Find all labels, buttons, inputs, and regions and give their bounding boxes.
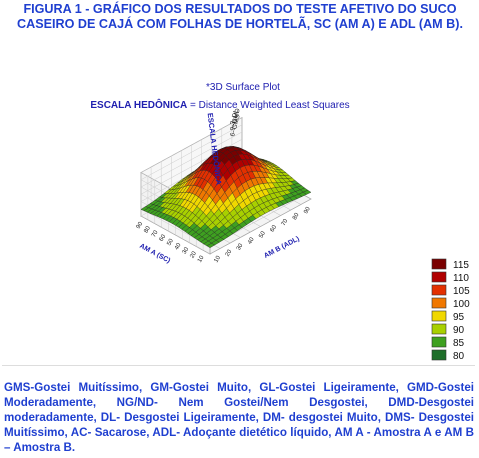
legend-label: 95 [453,312,465,323]
surface-cell [206,242,215,249]
z-tick-label: 3- DL [229,108,240,126]
x-tick-label: 20 [225,248,234,257]
x-tick-label: 90 [303,206,312,215]
legend-label: 80 [453,351,465,362]
legend-swatch [431,271,447,283]
chart-title: *3D Surface Plot [206,82,280,93]
legend-swatch [431,310,447,322]
legend-label: 115 [453,260,469,271]
y-tick-label: 90 [136,221,145,230]
legend-label: 105 [453,286,470,297]
y-tick-label: 80 [143,225,152,234]
legend-swatch [431,323,447,335]
x-tick-label: 70 [281,218,290,227]
legend-swatch [431,258,447,270]
y-tick-label: 40 [174,242,183,251]
legend-label: 85 [453,338,465,349]
x-tick-label: 60 [270,224,279,233]
x-axis-label: AM B (ADL) [263,235,301,259]
chart-subtitle-bold: ESCALA HEDÔNICA [90,98,187,111]
surface-mesh [140,146,312,249]
legend-swatch [431,336,447,348]
surface-plot-panel: *3D Surface Plot ESCALA HEDÔNICA = Dista… [2,56,475,366]
surface-plot-svg: *3D Surface Plot ESCALA HEDÔNICA = Dista… [90,82,470,362]
legend-swatch [431,284,447,296]
figure-caption-bottom: GMS-Gostei Muitíssimo, GM-Gostei Muito, … [4,381,474,454]
y-tick-label: 10 [197,254,206,263]
legend-label: 90 [453,325,465,336]
x-tick-label: 50 [258,230,267,239]
legend-swatch [431,297,447,309]
x-tick-label: 10 [213,254,222,263]
legend-label: 110 [453,273,469,284]
color-legend: 115 110 105 100 95 90 85 80 [431,258,470,362]
x-tick-label: 30 [236,242,245,251]
y-axis-label: AM A (SC) [138,243,171,265]
legend-label: 100 [453,299,470,310]
figure-caption-top: FIGURA 1 - GRÁFICO DOS RESULTADOS DO TES… [17,2,463,31]
y-tick-label: 20 [189,250,198,259]
y-tick-label: 30 [182,246,191,255]
y-tick-label: 70 [151,229,160,238]
legend-swatch [431,349,447,361]
chart-subtitle: ESCALA HEDÔNICA = Distance Weighted Leas… [90,98,349,111]
y-tick-label: 50 [166,238,175,247]
y-tick-label: 60 [159,233,168,242]
x-tick-label: 80 [292,212,301,221]
chart-subtitle-rest: = Distance Weighted Least Squares [187,100,349,111]
x-tick-label: 40 [247,236,256,245]
